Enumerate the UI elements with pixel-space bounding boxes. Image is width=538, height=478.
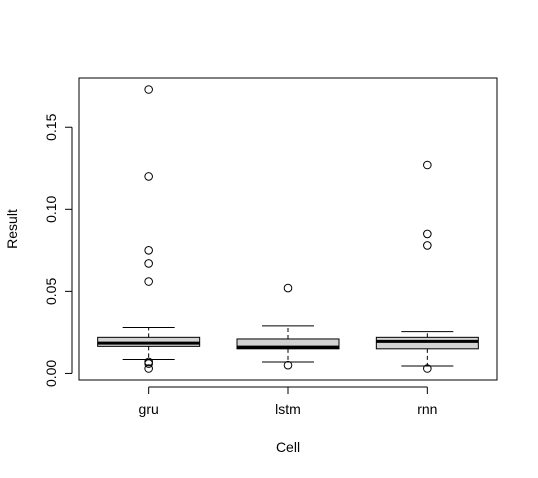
outlier-point	[144, 246, 153, 255]
box-gru	[97, 85, 201, 373]
boxes	[97, 85, 479, 373]
box-lstm	[236, 283, 340, 370]
y-tick-label: 0.05	[43, 278, 59, 305]
x-tick-label: rnn	[417, 401, 437, 417]
box-iqr	[236, 338, 340, 350]
y-axis-title: Result	[4, 209, 20, 249]
x-tick-label: lstm	[275, 401, 301, 417]
x-axis-title: Cell	[276, 439, 300, 455]
y-tick-label: 0.10	[43, 195, 59, 222]
x-tick-label: gru	[139, 401, 159, 417]
outlier-point	[423, 364, 432, 373]
outlier-point	[144, 85, 153, 94]
outlier-point	[423, 160, 432, 170]
box-rnn	[375, 160, 479, 373]
outlier-point	[144, 259, 153, 268]
outlier-point	[144, 364, 153, 373]
outlier-point	[423, 229, 432, 239]
y-tick-label: 0.15	[43, 113, 59, 140]
outlier-point	[423, 241, 432, 250]
y-tick-label: 0.00	[43, 360, 59, 387]
box-iqr	[375, 336, 479, 350]
plot-frame	[78, 77, 498, 381]
outlier-point	[144, 277, 153, 286]
outlier-point	[144, 359, 153, 368]
x-axis: gru lstm rnn	[139, 386, 437, 417]
outlier-point	[283, 283, 293, 293]
outlier-point	[144, 172, 153, 181]
outlier-point	[283, 360, 293, 370]
y-axis: 0.00 0.05 0.10 0.15	[43, 113, 73, 387]
